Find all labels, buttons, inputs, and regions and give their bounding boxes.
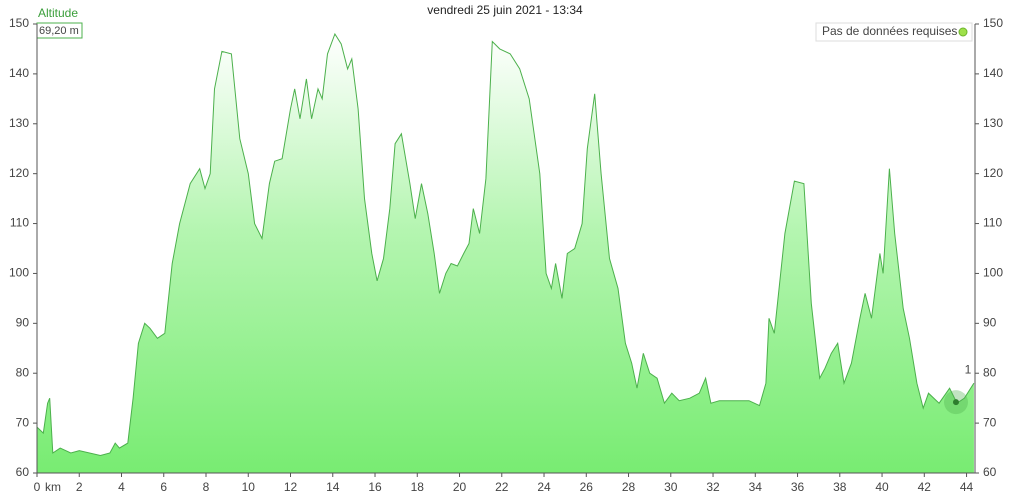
area-fill: [37, 34, 974, 473]
x-tick-label: 16: [368, 480, 382, 494]
y-tick-label: 60: [16, 465, 30, 479]
status-box: [815, 22, 973, 42]
y2-tick-label: 130: [983, 116, 1003, 130]
x-tick-label: 32: [706, 480, 720, 494]
y-tick-label: 90: [16, 316, 30, 330]
y-tick-label: 80: [16, 365, 30, 379]
x-tick-label: 4: [118, 480, 125, 494]
y2-tick-label: 110: [983, 216, 1002, 230]
x-tick-label: 38: [833, 480, 847, 494]
y-tick-label: 120: [9, 166, 29, 180]
x-tick-label: 20: [453, 480, 467, 494]
x-tick-label: 42: [918, 480, 932, 494]
x-tick-label: 14: [326, 480, 340, 494]
area-line: [36, 32, 975, 457]
x-tick-label: 36: [791, 480, 805, 494]
marker: [952, 399, 959, 406]
y-tick-label: 140: [9, 66, 29, 80]
y-tick-label: 130: [9, 116, 29, 130]
chart-title: vendredi 25 juin 2021 - 13:34: [427, 3, 583, 17]
current-value: 69,20 m: [39, 25, 79, 37]
y-tick-label: 150: [9, 16, 29, 30]
y-tick-label: 110: [10, 216, 29, 230]
x-tick-label: 8: [203, 480, 210, 494]
x-unit: km: [45, 480, 61, 494]
y2-tick-label: 80: [983, 365, 997, 379]
x-tick-label: 0: [34, 480, 41, 494]
marker-label: 1: [965, 362, 972, 376]
y2-tick-label: 70: [983, 415, 997, 429]
x-tick-label: 26: [580, 480, 594, 494]
x-tick-label: 44: [960, 480, 974, 494]
x-tick-label: 10: [242, 480, 256, 494]
x-tick-label: 2: [76, 480, 83, 494]
y-tick-label: 70: [16, 415, 30, 429]
x-tick-label: 30: [664, 480, 678, 494]
y2-tick-label: 150: [983, 16, 1003, 30]
x-tick-label: 12: [284, 480, 298, 494]
y2-tick-label: 90: [983, 316, 997, 330]
x-tick-label: 40: [875, 480, 889, 494]
x-tick-label: 28: [622, 480, 636, 494]
y2-tick-label: 100: [983, 266, 1003, 280]
status-icon: [958, 27, 968, 37]
x-tick-label: 24: [537, 480, 551, 494]
y2-tick-label: 120: [983, 166, 1003, 180]
status-text: Pas de données requises: [822, 24, 957, 38]
y2-tick-label: 140: [983, 66, 1003, 80]
x-tick-label: 6: [160, 480, 167, 494]
y2-tick-label: 60: [983, 465, 997, 479]
x-tick-label: 18: [411, 480, 425, 494]
x-tick-label: 34: [749, 480, 763, 494]
y-label: Altitude: [38, 6, 78, 20]
x-tick-label: 22: [495, 480, 509, 494]
y-tick-label: 100: [9, 266, 29, 280]
